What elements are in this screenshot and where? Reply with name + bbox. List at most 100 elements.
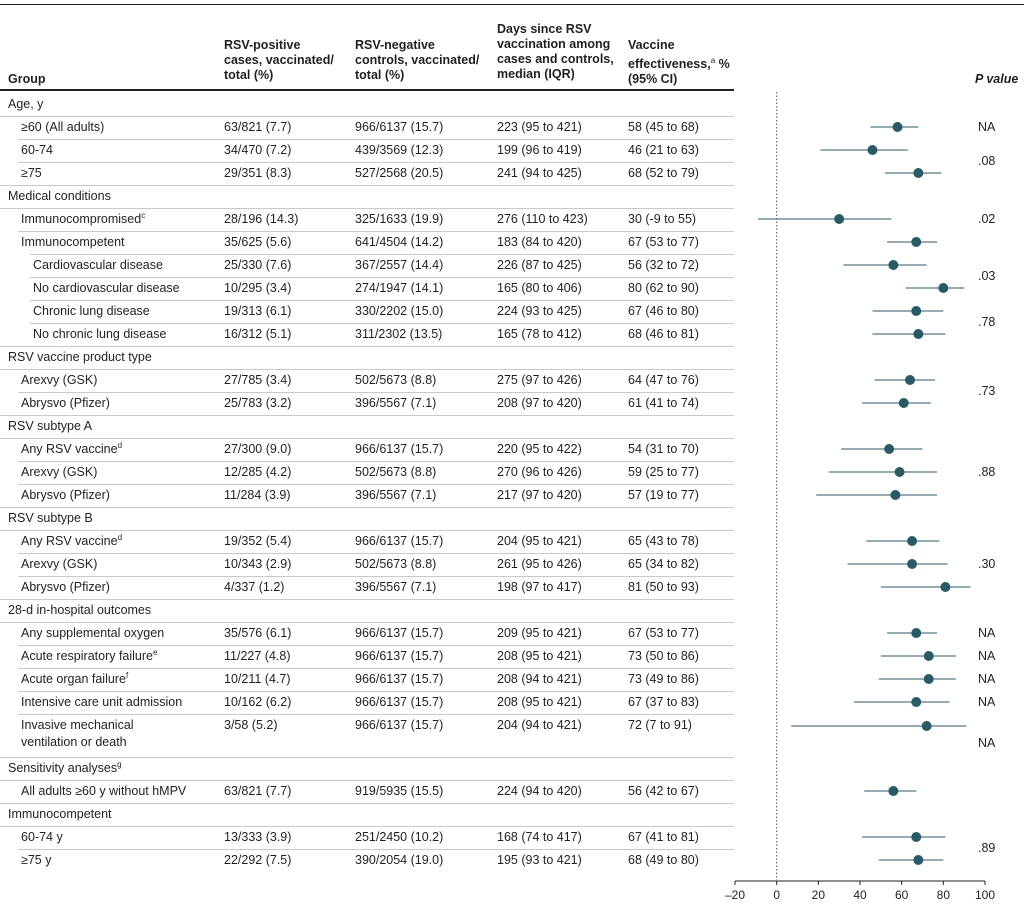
row-label: Immunocompromisedc — [21, 211, 145, 226]
row-label: Chronic lung disease — [33, 304, 150, 318]
row-label-text: Immunocompetent — [8, 807, 112, 821]
negative-controls-cell: 367/2557 (14.4) — [355, 258, 444, 272]
effect-estimate-point — [894, 467, 905, 477]
table-row: Abrysvo (Pfizer) 25/783 (3.2) 396/5567 (7.… — [0, 392, 734, 415]
row-label-text: ≥75 — [21, 166, 42, 180]
table-row: Immunocompetent 35/625 (5.6) 641/4504 (14.… — [0, 231, 734, 254]
row-label-text: 60-74 y — [21, 830, 63, 844]
header-group: Group — [8, 72, 46, 86]
effect-estimate-point — [940, 582, 951, 592]
header-ve-line2-tail: % — [715, 57, 730, 72]
row-separator — [18, 714, 734, 715]
row-separator — [0, 369, 734, 370]
days-since-cell: 223 (95 to 421) — [497, 120, 582, 134]
row-separator — [0, 507, 734, 508]
row-label-text: Acute organ failure — [21, 672, 126, 686]
p-value: .30 — [978, 556, 996, 571]
row-label-text: Arexvy (GSK) — [21, 373, 98, 387]
row-label: RSV subtype B — [8, 511, 93, 525]
row-label: Medical conditions — [8, 189, 111, 203]
section-header: Sensitivity analysesg — [0, 757, 734, 780]
vaccine-effectiveness-cell: 54 (31 to 70) — [628, 442, 699, 456]
positive-cases-cell: 10/343 (2.9) — [224, 557, 292, 571]
vaccine-effectiveness-cell: 61 (41 to 74) — [628, 396, 699, 410]
table-row: Any supplemental oxygen 35/576 (6.1) 966/6… — [0, 622, 734, 645]
header-negative-line1: RSV-negative — [355, 38, 435, 52]
effect-estimate-point — [913, 855, 924, 865]
positive-cases-cell: 27/785 (3.4) — [224, 373, 292, 387]
row-label: Abrysvo (Pfizer) — [21, 580, 110, 594]
row-separator — [18, 139, 734, 140]
table-row: 60-74 y 13/333 (3.9) 251/2450 (10.2) 168 (7… — [0, 826, 734, 849]
row-separator — [30, 277, 734, 278]
table-row: Cardiovascular disease 25/330 (7.6) 367/25… — [0, 254, 734, 277]
row-label-text: Immunocompetent — [21, 235, 125, 249]
row-label: Acute organ failuref — [21, 671, 128, 686]
row-label: 60-74 y — [21, 830, 63, 844]
row-label-text: No cardiovascular disease — [33, 281, 180, 295]
row-separator — [30, 323, 734, 324]
effect-estimate-point — [938, 283, 949, 293]
positive-cases-cell: 35/625 (5.6) — [224, 235, 292, 249]
days-since-cell: 275 (97 to 426) — [497, 373, 582, 387]
vaccine-effectiveness-cell: 30 (-9 to 55) — [628, 212, 697, 226]
positive-cases-cell: 28/196 (14.3) — [224, 212, 299, 226]
positive-cases-cell: 63/821 (7.7) — [224, 120, 292, 134]
row-label-text: Abrysvo (Pfizer) — [21, 580, 110, 594]
row-label: No cardiovascular disease — [33, 281, 180, 295]
table-row: Any RSV vaccined 27/300 (9.0) 966/6137 (15… — [0, 438, 734, 461]
effect-estimate-point — [921, 721, 932, 731]
days-since-cell: 208 (95 to 421) — [497, 649, 582, 663]
row-label-text: Age, y — [8, 97, 44, 111]
negative-controls-cell: 966/6137 (15.7) — [355, 695, 444, 709]
row-label: 60-74 — [21, 143, 53, 157]
positive-cases-cell: 19/352 (5.4) — [224, 534, 292, 548]
positive-cases-cell: 25/330 (7.6) — [224, 258, 292, 272]
header-positive-line1: RSV-positive — [224, 38, 301, 52]
positive-cases-cell: 22/292 (7.5) — [224, 853, 292, 867]
negative-controls-cell: 966/6137 (15.7) — [355, 534, 444, 548]
vaccine-effectiveness-cell: 73 (49 to 86) — [628, 672, 699, 686]
row-separator — [18, 484, 734, 485]
vaccine-effectiveness-cell: 72 (7 to 91) — [628, 718, 692, 732]
row-separator — [18, 645, 734, 646]
section-header: Age, y — [0, 93, 734, 116]
days-since-cell: 195 (93 to 421) — [497, 853, 582, 867]
effect-estimate-point — [907, 536, 918, 546]
positive-cases-cell: 13/333 (3.9) — [224, 830, 292, 844]
effect-estimate-point — [913, 168, 924, 178]
negative-controls-cell: 527/2568 (20.5) — [355, 166, 444, 180]
header-vaccine-effectiveness: Vaccine effectiveness,a % (95% CI) — [628, 38, 730, 87]
row-label: Abrysvo (Pfizer) — [21, 488, 110, 502]
row-label: Intensive care unit admission — [21, 695, 182, 709]
vaccine-effectiveness-cell: 68 (52 to 79) — [628, 166, 699, 180]
negative-controls-cell: 396/5567 (7.1) — [355, 580, 437, 594]
row-separator — [18, 231, 734, 232]
row-label-text: All adults ≥60 y without hMPV — [21, 784, 187, 798]
vaccine-effectiveness-cell: 65 (34 to 82) — [628, 557, 699, 571]
row-label: Invasive mechanical ventilation or death — [21, 718, 134, 749]
row-label-text: Abrysvo (Pfizer) — [21, 488, 110, 502]
x-tick-label: 60 — [895, 888, 909, 902]
table-row: ≥75 29/351 (8.3) 527/2568 (20.5) 241 (94 to… — [0, 162, 734, 185]
vaccine-effectiveness-cell: 59 (25 to 77) — [628, 465, 699, 479]
negative-controls-cell: 396/5567 (7.1) — [355, 396, 437, 410]
row-label-text: Chronic lung disease — [33, 304, 150, 318]
x-tick-label: 0 — [773, 888, 780, 902]
row-label: Any RSV vaccined — [21, 440, 123, 456]
header-positive-line3: total (%) — [224, 68, 274, 82]
row-label: Cardiovascular disease — [33, 258, 163, 272]
effect-estimate-point — [890, 490, 901, 500]
days-since-cell: 261 (95 to 426) — [497, 557, 582, 571]
negative-controls-cell: 966/6137 (15.7) — [355, 626, 444, 640]
row-label: Any RSV vaccined — [21, 533, 122, 548]
x-tick-label: 100 — [975, 888, 995, 902]
days-since-cell: 209 (95 to 421) — [497, 626, 582, 640]
row-label: Arexvy (GSK) — [21, 465, 97, 479]
vaccine-effectiveness-cell: 67 (53 to 77) — [628, 626, 699, 640]
effect-estimate-point — [911, 306, 922, 316]
footnote-marker: d — [117, 440, 123, 450]
section-header: RSV subtype B — [0, 507, 734, 530]
days-since-cell: 168 (74 to 417) — [497, 830, 582, 844]
negative-controls-cell: 502/5673 (8.8) — [355, 465, 437, 479]
